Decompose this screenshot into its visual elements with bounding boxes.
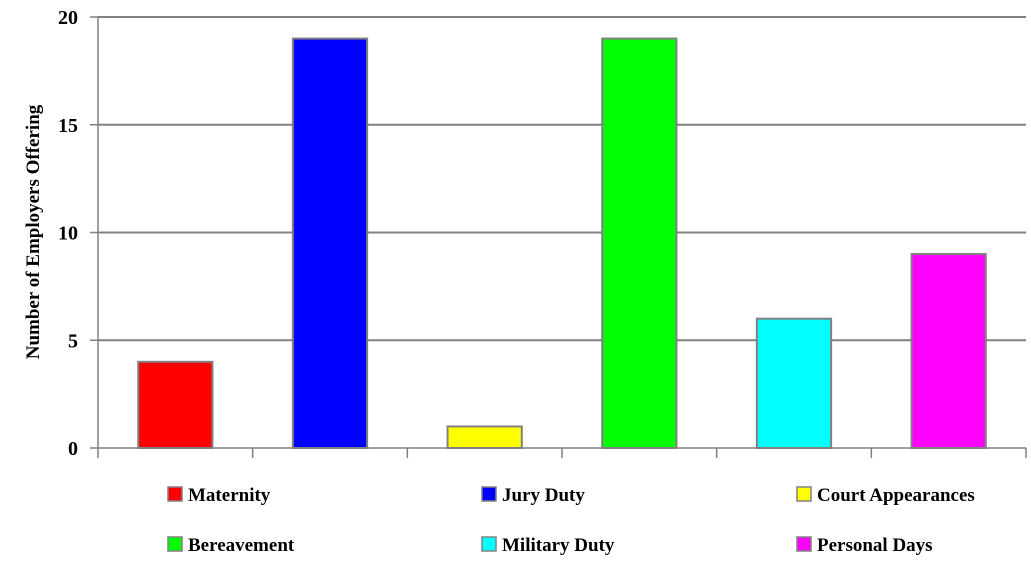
- bar-military-duty: [755, 317, 833, 450]
- legend: Maternity Jury Duty Court Appearances Berea…: [167, 485, 975, 556]
- legend-label: Personal Days: [817, 535, 933, 556]
- y-tick-label: 10: [58, 223, 78, 245]
- legend-swatch: [481, 486, 497, 502]
- legend-entry: Bereavement: [167, 535, 295, 556]
- legend-entry: Court Appearances: [796, 485, 975, 506]
- legend-label: Jury Duty: [502, 485, 585, 506]
- legend-entry: Maternity: [167, 485, 271, 506]
- y-tick-label: 20: [58, 7, 78, 29]
- y-tick-label: 5: [68, 330, 78, 352]
- legend-entry: Jury Duty: [481, 485, 585, 506]
- bar-bereavement: [601, 37, 678, 450]
- legend-swatch: [796, 486, 812, 502]
- gridlines: [98, 16, 1026, 342]
- y-axis-title: Number of Employers Offering: [23, 104, 44, 359]
- legend-label: Court Appearances: [817, 485, 975, 506]
- bars: [137, 37, 987, 450]
- bar-maternity: [137, 360, 214, 449]
- legend-entry: Personal Days: [796, 535, 933, 556]
- y-tick-label: 15: [58, 115, 78, 137]
- legend-swatch: [167, 486, 183, 502]
- legend-swatch: [167, 536, 183, 552]
- x-axis-ticks: [97, 448, 1027, 458]
- bar-court-appearances: [446, 425, 523, 450]
- legend-label: Maternity: [188, 485, 271, 506]
- bar-jury-duty: [291, 37, 369, 450]
- y-tick-label: 0: [68, 438, 78, 460]
- y-axis-ticks: 0 5 10 15 20: [58, 7, 98, 460]
- legend-label: Bereavement: [188, 535, 295, 556]
- legend-label: Military Duty: [502, 535, 615, 556]
- legend-swatch: [796, 536, 812, 552]
- legend-swatch: [481, 536, 497, 552]
- legend-entry: Military Duty: [481, 535, 615, 556]
- bar-personal-days: [910, 253, 987, 449]
